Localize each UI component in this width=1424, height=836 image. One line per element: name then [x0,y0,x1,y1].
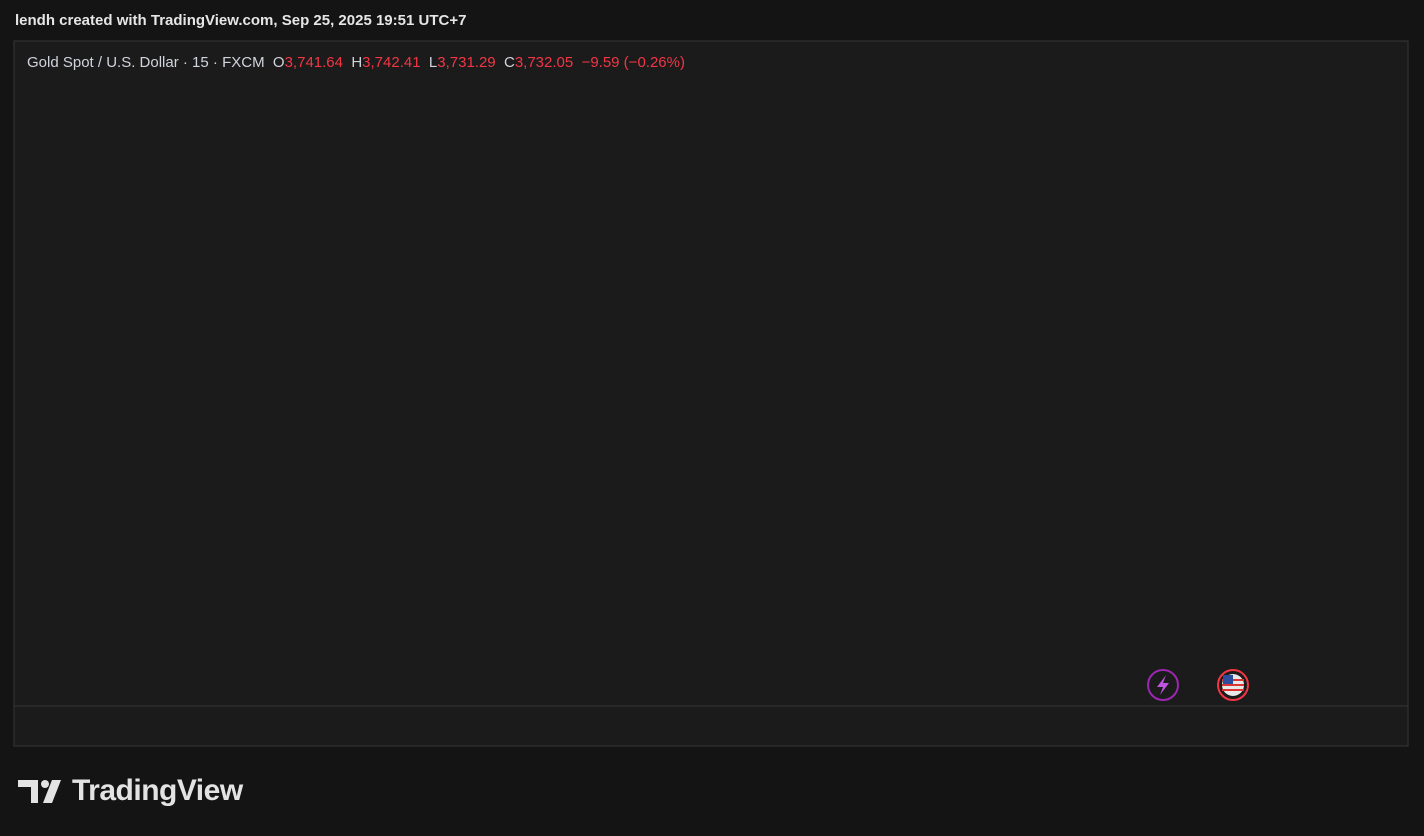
logo [18,780,61,803]
key: O [272,54,285,71]
symbol: Gold Spot / U.S. Dollar · 15 · FXCM [27,54,265,71]
change: −9.59 (−0.26%) [581,54,685,71]
low: 3,731.29 [437,54,496,71]
logo-mark [18,780,38,803]
high: 3,742.41 [362,54,421,71]
flag-stripe [1222,684,1244,686]
key: C [503,54,515,71]
event-icons [1147,669,1249,701]
legend: Gold Spot / U.S. Dollar · 15 · FXCM O3,7… [27,54,685,71]
close: 3,732.05 [514,54,574,71]
open: 3,741.64 [284,54,343,71]
pane [13,40,1409,747]
flag-canton [1223,675,1233,684]
key: L [428,54,438,71]
flag-stripe [1222,689,1244,691]
caption: lendh created with TradingView.com, Sep … [15,12,467,29]
brand: TradingView [72,774,243,807]
lightning [1157,675,1169,695]
logo-mark [41,780,49,788]
key: H [351,54,363,71]
logo-mark [43,780,61,803]
